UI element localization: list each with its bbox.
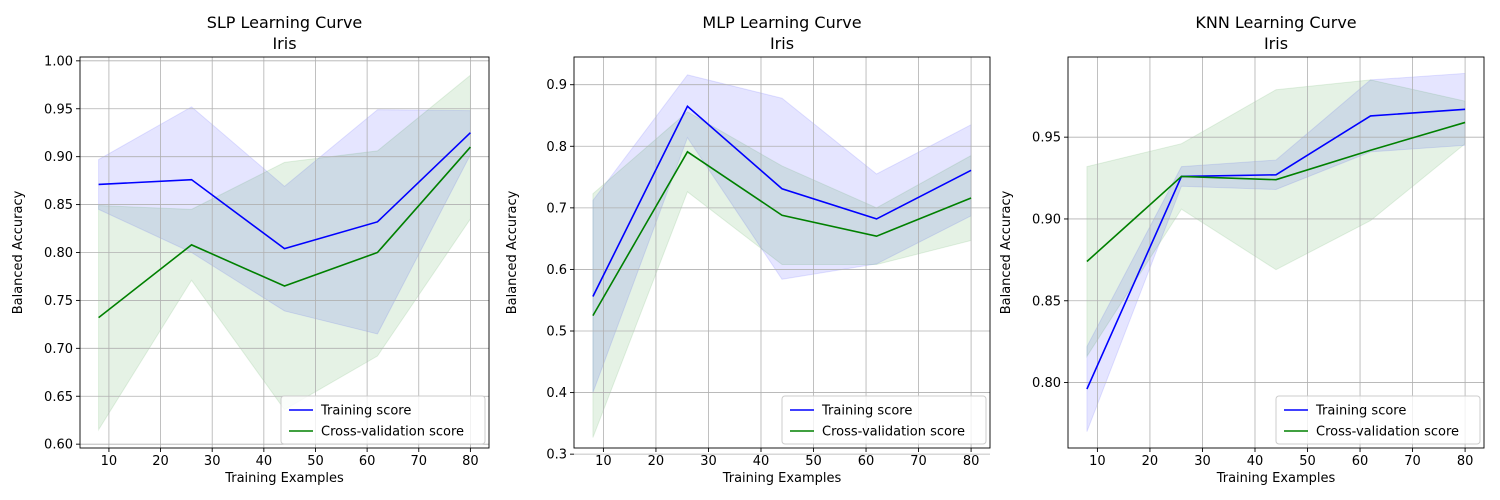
confidence-bands (1086, 72, 1466, 432)
chart-title: MLP Learning Curve (702, 13, 861, 32)
x-tick-label: 60 (1352, 454, 1369, 469)
chart-panel-3: KNN Learning Curve Iris 10 20 30 40 50 60 70 80 0.… (999, 13, 1485, 486)
x-tick-label: 50 (805, 454, 822, 469)
y-tick-label: 0.6 (546, 263, 567, 278)
grid (1068, 57, 1484, 448)
training-score-line (592, 104, 972, 297)
y-tick-label: 0.85 (1032, 294, 1061, 309)
chart-panel-1: SLP Learning Curve Iris 10 20 30 40 50 60 70 80 0.… (11, 13, 490, 486)
x-tick-label: 10 (595, 454, 612, 469)
x-tick-label: 80 (462, 454, 479, 469)
y-tick-label: 1.00 (44, 54, 73, 69)
y-axis-label: Balanced Accuracy (999, 190, 1014, 314)
y-tick-label: 0.90 (1032, 212, 1061, 227)
chart-subtitle: Iris (770, 34, 794, 53)
y-tick-label: 0.5 (546, 325, 567, 340)
x-tick-label: 10 (101, 454, 118, 469)
x-tick-label: 30 (700, 454, 717, 469)
confidence-bands (592, 74, 972, 438)
x-axis-label: Training Examples (224, 471, 344, 486)
cv-score-line (592, 150, 972, 317)
x-tick-label: 50 (1299, 454, 1316, 469)
y-tick-label: 0.9 (546, 78, 567, 93)
x-axis-label: Training Examples (1216, 471, 1336, 486)
cv-score-band (1086, 79, 1466, 359)
y-tick-label: 0.8 (546, 140, 567, 155)
training-score-line (98, 132, 471, 250)
x-tick-label: 50 (307, 454, 324, 469)
y-tick-label: 0.75 (44, 294, 73, 309)
y-tick-label: 0.70 (44, 342, 73, 357)
cv-legend-label: Cross-validation score (1316, 425, 1459, 440)
grid (574, 57, 990, 455)
x-tick-label: 30 (204, 454, 221, 469)
plot-frame (1067, 56, 1485, 449)
legend: Training score Cross-validation score (1275, 395, 1481, 445)
x-tick-label: 60 (359, 454, 376, 469)
x-tick-label: 20 (152, 454, 169, 469)
y-tick-label: 0.80 (1032, 376, 1061, 391)
y-tick-label: 0.4 (546, 386, 567, 401)
x-tick-label: 10 (1089, 454, 1106, 469)
cv-score-line (1086, 121, 1466, 263)
y-axis-label: Balanced Accuracy (11, 190, 26, 314)
y-tick-label: 0.90 (44, 150, 73, 165)
training-score-line (1086, 108, 1466, 390)
x-tick-label: 70 (910, 454, 927, 469)
y-tick-label: 0.85 (44, 198, 73, 213)
x-tick-label: 80 (963, 454, 980, 469)
y-axis-label: Balanced Accuracy (505, 190, 520, 314)
legend: Training score Cross-validation score (781, 395, 987, 445)
x-tick-label: 40 (1247, 454, 1264, 469)
x-tick-label: 40 (256, 454, 273, 469)
cv-legend-label: Cross-validation score (321, 425, 464, 440)
y-tick-label: 0.65 (44, 390, 73, 405)
training-legend-label: Training score (320, 404, 411, 419)
legend: Training score Cross-validation score (280, 395, 486, 445)
legend-box (781, 395, 987, 445)
x-axis-label: Training Examples (722, 471, 842, 486)
cv-legend-label: Cross-validation score (822, 425, 965, 440)
y-tick-label: 0.95 (1032, 131, 1061, 146)
x-tick-label: 80 (1457, 454, 1474, 469)
x-tick-label: 60 (858, 454, 875, 469)
x-tick-label: 30 (1194, 454, 1211, 469)
y-tick-label: 0.7 (546, 201, 567, 216)
x-tick-label: 40 (753, 454, 770, 469)
x-tick-label: 70 (1404, 454, 1421, 469)
chart-panel-2: MLP Learning Curve Iris 10 20 30 40 50 60 70 80 0.… (505, 13, 991, 486)
training-legend-label: Training score (821, 404, 912, 419)
y-tick-label: 0.80 (44, 246, 73, 261)
plot-frame (573, 56, 991, 449)
y-tick-label: 0.95 (44, 102, 73, 117)
training-legend-label: Training score (1315, 404, 1406, 419)
x-tick-label: 20 (648, 454, 665, 469)
chart-subtitle: Iris (272, 34, 296, 53)
x-tick-label: 70 (410, 454, 427, 469)
legend-box (280, 395, 486, 445)
cv-score-line (98, 146, 472, 319)
chart-subtitle: Iris (1264, 34, 1288, 53)
x-tick-label: 20 (1142, 454, 1159, 469)
chart-title: SLP Learning Curve (207, 13, 363, 32)
chart-title: KNN Learning Curve (1195, 13, 1356, 32)
y-tick-label: 0.60 (44, 438, 73, 453)
legend-box (1275, 395, 1481, 445)
y-tick-label: 0.3 (546, 448, 567, 463)
